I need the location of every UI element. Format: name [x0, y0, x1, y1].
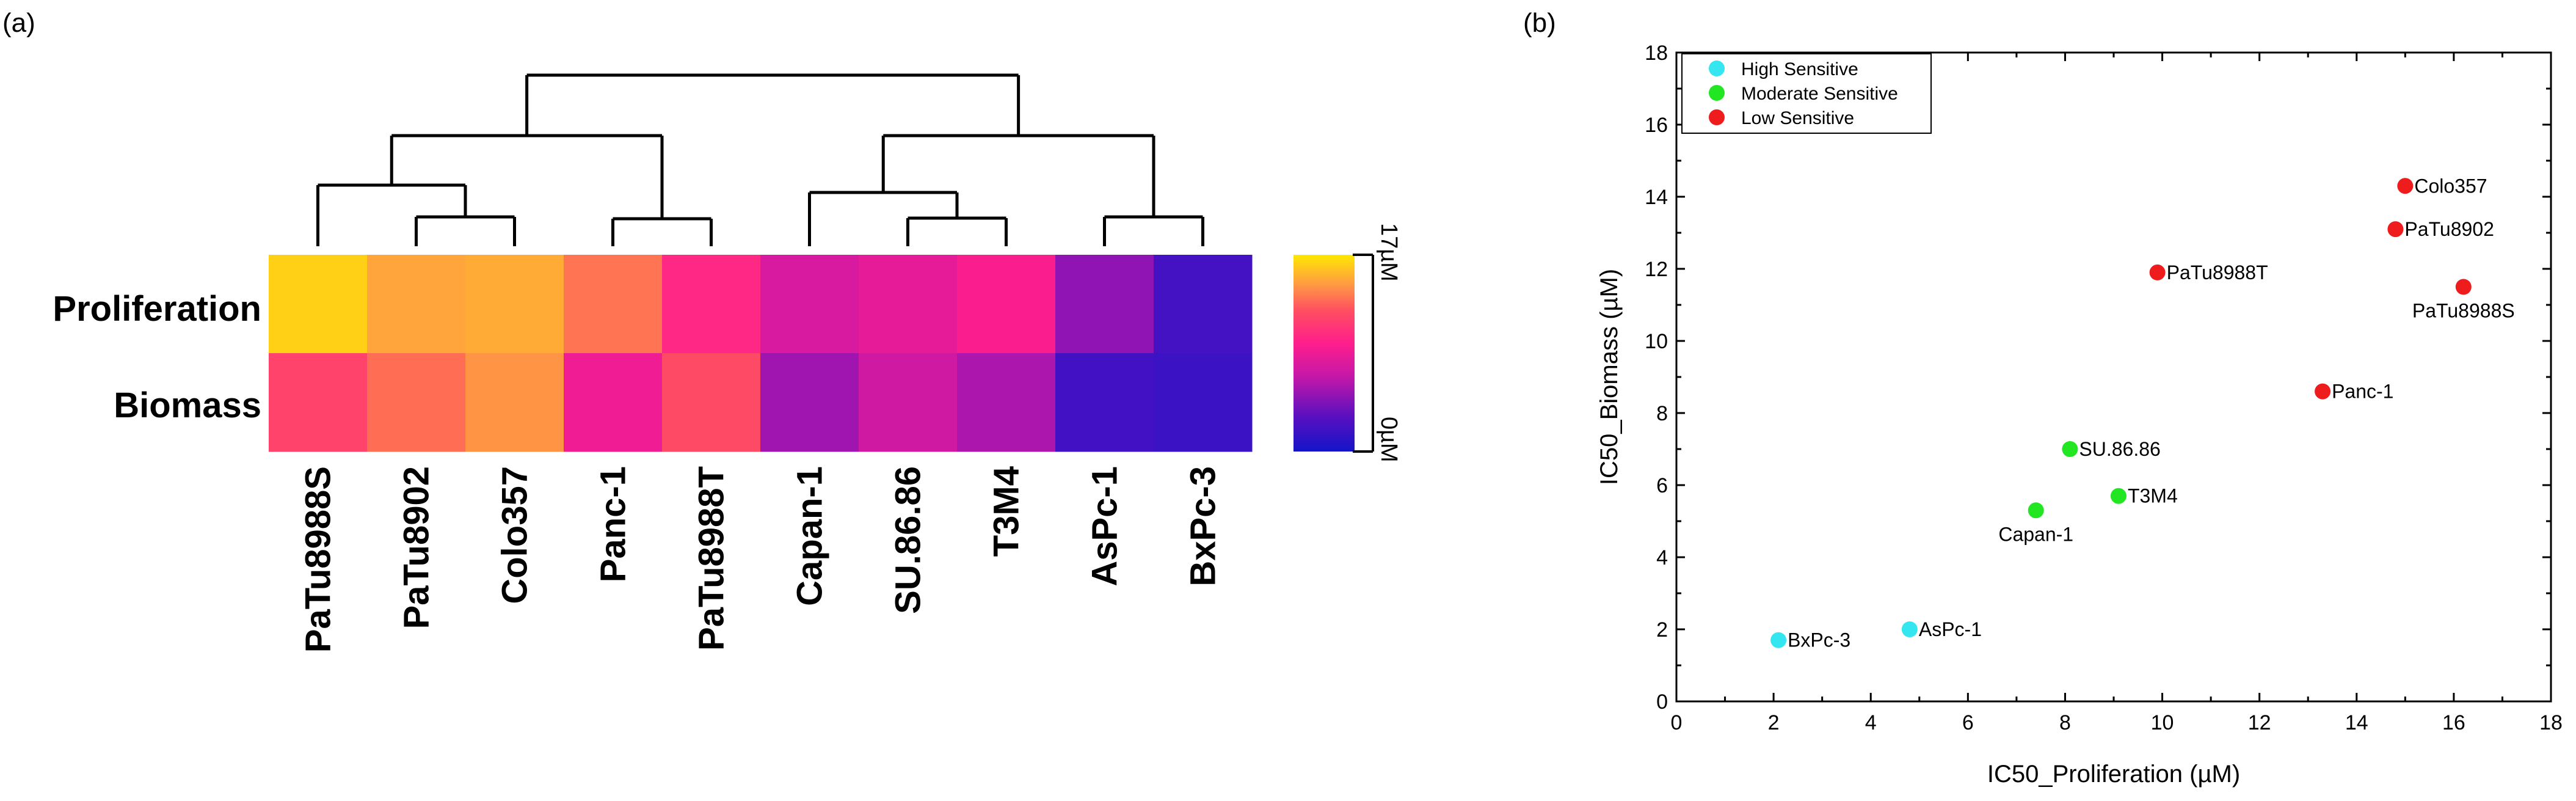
colorbar-min-label: 0µM: [1376, 417, 1402, 463]
row-label-biomass: Biomass: [114, 386, 261, 425]
colorbar-max-label: 17µM: [1376, 223, 1402, 282]
y-tick-label: 6: [1656, 474, 1668, 497]
x-tick-label: 14: [2345, 711, 2368, 734]
y-tick-label: 10: [1645, 330, 1668, 353]
heatmap-cell-proliferation-t3m4: [957, 255, 1056, 354]
y-axis-title: IC50_Biomass (µM): [1596, 269, 1623, 485]
point-patu8902: [2387, 221, 2404, 238]
x-tick-label: 0: [1671, 711, 1683, 734]
y-tick-label: 0: [1656, 690, 1668, 714]
point-label-t3m4: T3M4: [2128, 485, 2178, 507]
heatmap-cell-biomass-bxpc-3: [1154, 353, 1253, 452]
panel-b-label: (b): [1523, 8, 1556, 38]
heatmap-cell-biomass-capan-1: [760, 353, 859, 452]
column-label-bxpc-3: BxPc-3: [1184, 466, 1223, 587]
panel-a-label: (a): [2, 8, 35, 38]
x-tick-label: 18: [2539, 711, 2563, 734]
x-tick-label: 2: [1768, 711, 1780, 734]
column-label-su-86-86: SU.86.86: [889, 466, 928, 614]
heatmap-cell-biomass-patu8988t: [662, 353, 761, 452]
point-label-panc-1: Panc-1: [2332, 381, 2393, 403]
point-panc-1: [2315, 383, 2331, 400]
y-tick-label: 14: [1645, 186, 1668, 209]
x-tick-label: 4: [1865, 711, 1877, 734]
x-tick-label: 8: [2059, 711, 2071, 734]
legend: High Sensitive Moderate Sensitive Low Sens…: [1709, 59, 1898, 128]
column-label-capan-1: Capan-1: [790, 466, 830, 606]
point-label-capan-1: Capan-1: [1998, 523, 2073, 545]
heatmap-cell-biomass-su-86-86: [859, 353, 958, 452]
heatmap-cell-biomass-aspc-1: [1055, 353, 1154, 452]
point-su-86-86: [2062, 441, 2078, 457]
heatmap-cells: [269, 255, 1253, 452]
point-bxpc-3: [1770, 632, 1787, 648]
heatmap-cell-biomass-patu8902: [367, 353, 466, 452]
legend-entry-moderate-sensitive: Moderate Sensitive: [1741, 84, 1898, 104]
plot-frame: [1675, 51, 2552, 703]
legend-marker-high-sensitive: [1709, 60, 1725, 76]
point-label-patu8988s: PaTu8988S: [2412, 300, 2515, 322]
point-label-bxpc-3: BxPc-3: [1788, 629, 1850, 651]
point-colo357: [2397, 178, 2414, 194]
heatmap-cell-proliferation-colo357: [465, 255, 564, 354]
column-label-colo357: Colo357: [495, 466, 535, 604]
x-tick-label: 16: [2442, 711, 2465, 734]
dendrogram: [316, 73, 1204, 246]
heatmap-cell-biomass-panc-1: [564, 353, 663, 452]
column-label-patu8988t: PaTu8988T: [692, 466, 732, 651]
point-capan-1: [2028, 502, 2044, 519]
point-patu8988t: [2149, 264, 2166, 280]
scatter-points: [1770, 178, 2472, 648]
column-label-aspc-1: AsPc-1: [1085, 466, 1125, 587]
point-label-su-86-86: SU.86.86: [2079, 438, 2160, 460]
heatmap-cell-proliferation-bxpc-3: [1154, 255, 1253, 354]
heatmap-column-labels: PaTu8988S PaTu8902 Colo357 Panc-1 PaTu8988T C…: [299, 466, 1223, 653]
row-label-proliferation: Proliferation: [53, 289, 261, 329]
column-label-patu8902: PaTu8902: [397, 466, 437, 629]
axis-tick-labels: 0 2 4 6 8 10 12 14 16 18 0 2 4 6 8 10 12 14 16 18: [1645, 42, 2563, 734]
point-aspc-1: [1901, 621, 1918, 637]
column-label-t3m4: T3M4: [987, 466, 1027, 557]
x-tick-label: 12: [2248, 711, 2271, 734]
point-t3m4: [2110, 488, 2127, 504]
legend-marker-moderate-sensitive: [1709, 85, 1725, 101]
heatmap-cell-proliferation-panc-1: [564, 255, 663, 354]
heatmap-cell-proliferation-patu8988t: [662, 255, 761, 354]
heatmap-cell-proliferation-capan-1: [760, 255, 859, 354]
point-label-colo357: Colo357: [2414, 175, 2487, 197]
axis-ticks: [1675, 51, 2552, 703]
y-tick-label: 8: [1656, 402, 1668, 425]
point-label-patu8988t: PaTu8988T: [2167, 262, 2268, 283]
x-tick-label: 6: [1962, 711, 1974, 734]
x-axis-title: IC50_Proliferation (µM): [1987, 761, 2240, 788]
y-tick-label: 12: [1645, 258, 1668, 281]
point-patu8988s: [2455, 279, 2472, 295]
legend-entry-high-sensitive: High Sensitive: [1741, 59, 1858, 79]
column-label-patu8988s: PaTu8988S: [299, 466, 338, 653]
y-tick-label: 18: [1645, 42, 1668, 65]
heatmap-cell-proliferation-aspc-1: [1055, 255, 1154, 354]
y-tick-label: 4: [1656, 546, 1668, 569]
y-tick-label: 16: [1645, 114, 1668, 137]
heatmap-cell-biomass-t3m4: [957, 353, 1056, 452]
heatmap-cell-biomass-colo357: [465, 353, 564, 452]
heatmap-cell-proliferation-patu8902: [367, 255, 466, 354]
x-tick-label: 10: [2151, 711, 2174, 734]
heatmap-cell-proliferation-patu8988s: [269, 255, 368, 354]
colorbar: [1293, 255, 1355, 452]
heatmap-cell-biomass-patu8988s: [269, 353, 368, 452]
y-tick-label: 2: [1656, 618, 1668, 642]
legend-entry-low-sensitive: Low Sensitive: [1741, 108, 1854, 128]
point-label-aspc-1: AsPc-1: [1919, 618, 1982, 640]
column-label-panc-1: Panc-1: [594, 466, 633, 582]
colorbar-bracket: [1353, 254, 1374, 453]
heatmap-cell-proliferation-su-86-86: [859, 255, 958, 354]
point-label-patu8902: PaTu8902: [2404, 218, 2494, 240]
scatter-point-labels: BxPc-3 AsPc-1 SU.86.86 Capan-1 T3M4 Colo357 Pa…: [1788, 175, 2515, 651]
legend-marker-low-sensitive: [1709, 109, 1725, 125]
